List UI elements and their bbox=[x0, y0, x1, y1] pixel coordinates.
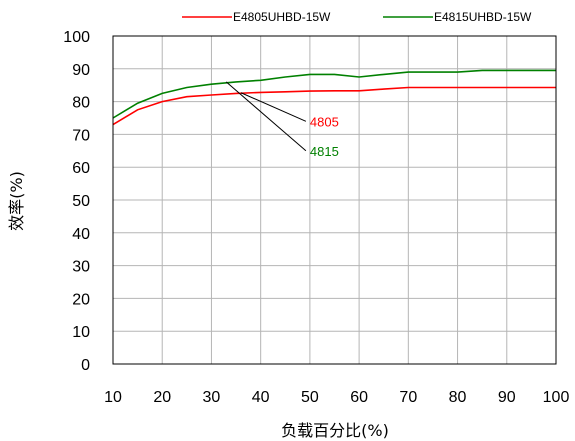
annotation-leader-line bbox=[225, 81, 307, 152]
annotation-label: 4805 bbox=[310, 114, 339, 129]
x-axis-label: 负载百分比(%) bbox=[281, 421, 389, 440]
y-tick-label: 60 bbox=[72, 160, 90, 177]
y-tick-label: 80 bbox=[72, 95, 90, 112]
series-layer bbox=[112, 69, 556, 126]
x-tick-label: 50 bbox=[301, 389, 319, 406]
y-tick-label: 70 bbox=[72, 127, 90, 144]
legend-label: E4815UHBD-15W bbox=[434, 10, 532, 24]
y-tick-label: 90 bbox=[72, 62, 90, 79]
x-tick-labels: 10 20 30 40 50 60 70 80 90 100 bbox=[104, 389, 569, 406]
y-tick-label: 40 bbox=[72, 226, 90, 243]
x-tick-label: 90 bbox=[498, 389, 516, 406]
y-axis-label: 效率(%) bbox=[7, 171, 26, 231]
plot-area bbox=[112, 35, 557, 365]
y-tick-label: 10 bbox=[72, 324, 90, 341]
annotation-leader-line bbox=[240, 92, 307, 122]
x-tick-label: 60 bbox=[350, 389, 368, 406]
y-tick-label: 20 bbox=[72, 291, 90, 308]
series-line-1 bbox=[112, 86, 556, 126]
y-tick-label: 100 bbox=[63, 29, 90, 46]
grid-lines bbox=[112, 35, 557, 365]
x-tick-label: 80 bbox=[449, 389, 467, 406]
x-tick-label: 20 bbox=[153, 389, 171, 406]
y-tick-label: 50 bbox=[72, 193, 90, 210]
x-tick-label: 30 bbox=[203, 389, 221, 406]
x-tick-label: 40 bbox=[252, 389, 270, 406]
legend-label: E4805UHBD-15W bbox=[233, 10, 331, 24]
annotation-layer: 4805 4815 bbox=[225, 81, 339, 159]
y-tick-label: 0 bbox=[81, 357, 90, 374]
annotation-label: 4815 bbox=[310, 144, 339, 159]
x-tick-label: 10 bbox=[104, 389, 122, 406]
legend: E4805UHBD-15W E4815UHBD-15W bbox=[182, 10, 532, 24]
x-tick-label: 100 bbox=[543, 389, 570, 406]
y-tick-label: 30 bbox=[72, 259, 90, 276]
series-line-2 bbox=[112, 69, 556, 119]
y-tick-labels: 0 10 20 30 40 50 60 70 80 90 100 bbox=[63, 29, 90, 374]
x-tick-label: 70 bbox=[399, 389, 417, 406]
